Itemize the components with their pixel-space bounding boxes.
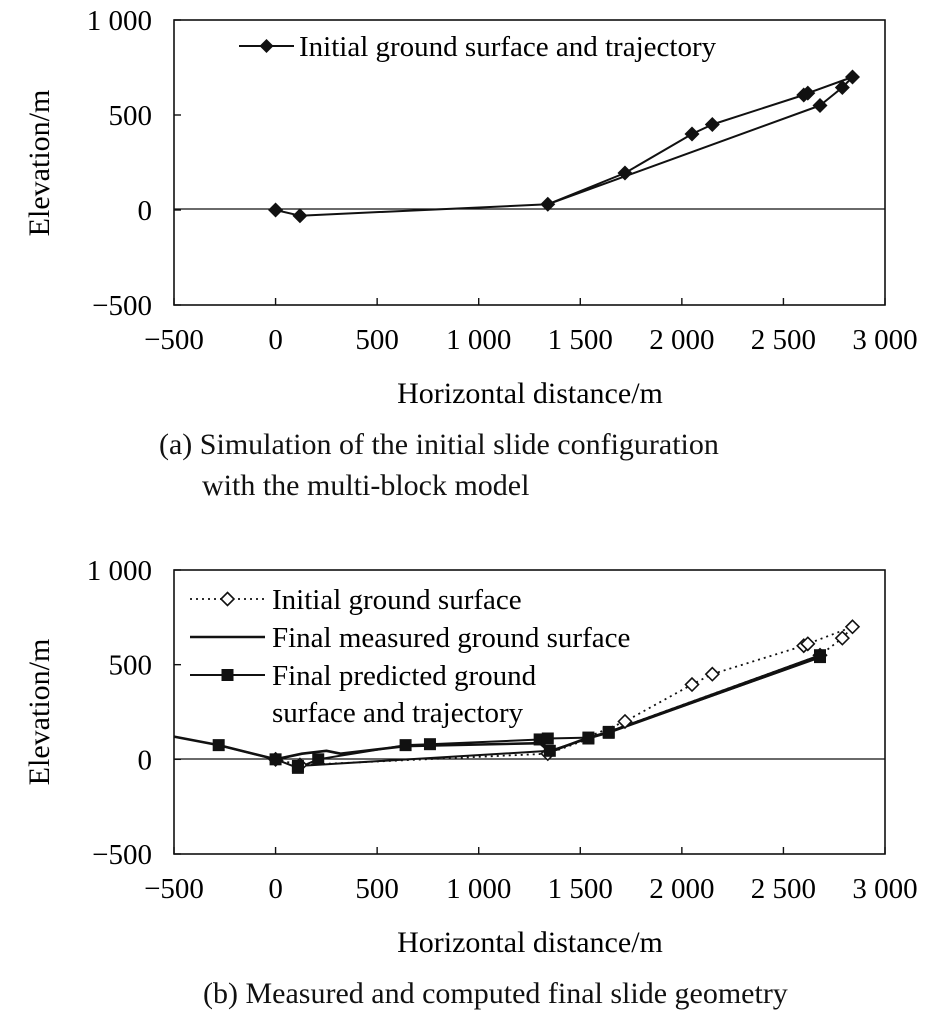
data-point-diamond bbox=[800, 85, 816, 101]
data-point-diamond bbox=[812, 98, 828, 113]
y-tick-label: −500 bbox=[92, 290, 152, 322]
x-tick-label: 1 000 bbox=[446, 324, 511, 356]
panel-a-chart: −500 0 500 1 000 −500 0 500 1 000 1 500 2 000 2 5… bbox=[23, 5, 918, 410]
panel-a-y-axis-title: Elevation/m bbox=[23, 90, 56, 237]
data-point-diamond bbox=[292, 208, 308, 224]
y-tick-label: 0 bbox=[138, 195, 153, 227]
data-point-hollow-diamond bbox=[704, 666, 720, 682]
panel-a-y-ticks: −500 0 500 1 000 bbox=[87, 5, 181, 322]
panel-a-x-axis-title: Horizontal distance/m bbox=[397, 377, 663, 410]
legend-label-final-predicted-line-2: surface and trajectory bbox=[272, 697, 524, 729]
data-point-square bbox=[602, 726, 615, 739]
data-point-square bbox=[543, 744, 556, 757]
data-point-hollow-diamond bbox=[844, 619, 861, 635]
legend-label-initial-ground-surface: Initial ground surface bbox=[272, 584, 522, 616]
legend-marker-filled-diamond bbox=[259, 39, 274, 53]
x-tick-label: −500 bbox=[144, 873, 204, 905]
data-point-hollow-diamond bbox=[684, 676, 700, 693]
legend-marker-filled-square bbox=[221, 669, 234, 681]
data-point-square bbox=[423, 738, 436, 751]
x-tick-label: 500 bbox=[355, 873, 399, 905]
panel-a-x-ticks: −500 0 500 1 000 1 500 2 000 2 500 3 000 bbox=[144, 298, 918, 356]
data-point-square bbox=[399, 739, 412, 752]
panel-a-legend: Initial ground surface and trajectory bbox=[239, 31, 717, 63]
data-point-square bbox=[291, 759, 304, 772]
data-point-square bbox=[582, 732, 595, 745]
data-point-square bbox=[541, 732, 554, 745]
panel-b-caption: (b) Measured and computed final slide ge… bbox=[203, 977, 788, 1010]
x-tick-label: 2 000 bbox=[649, 873, 714, 905]
data-point-square bbox=[813, 651, 826, 664]
data-point-square bbox=[312, 753, 325, 766]
panel-a-series bbox=[268, 69, 860, 224]
y-tick-label: 0 bbox=[138, 744, 153, 776]
y-tick-label: 500 bbox=[109, 650, 153, 682]
series-1-line bbox=[275, 76, 854, 217]
panel-b-x-axis-title: Horizontal distance/m bbox=[397, 926, 663, 959]
panel-b-x-ticks: −500 0 500 1 000 1 500 2 000 2 500 3 000 bbox=[144, 847, 918, 905]
data-point-diamond bbox=[268, 202, 284, 218]
x-tick-label: 1 500 bbox=[548, 873, 613, 905]
x-tick-label: 2 000 bbox=[649, 324, 714, 356]
data-point-diamond bbox=[704, 117, 720, 132]
panel-b-y-axis-title: Elevation/m bbox=[23, 639, 56, 786]
x-tick-label: 1 000 bbox=[446, 873, 511, 905]
data-point-diamond bbox=[834, 79, 850, 95]
panel-b-y-ticks: −500 0 500 1 000 bbox=[87, 555, 181, 871]
legend-label-final-measured-ground-surface: Final measured ground surface bbox=[272, 622, 630, 654]
y-tick-label: 1 000 bbox=[87, 5, 152, 37]
panel-b-plot-frame bbox=[173, 569, 886, 855]
legend-marker-hollow-diamond bbox=[219, 591, 236, 607]
data-point-square bbox=[269, 753, 282, 766]
data-point-diamond bbox=[844, 69, 860, 85]
panel-b-legend: Initial ground surface Final measured gr… bbox=[190, 584, 630, 729]
data-point-hollow-diamond bbox=[617, 713, 633, 730]
data-point-hollow-diamond bbox=[800, 636, 816, 652]
x-tick-label: 3 000 bbox=[852, 873, 917, 905]
x-tick-label: 500 bbox=[355, 324, 399, 356]
data-point-hollow-diamond bbox=[834, 630, 850, 646]
y-tick-label: 500 bbox=[109, 100, 153, 132]
data-point-diamond bbox=[540, 196, 556, 212]
y-tick-label: −500 bbox=[92, 839, 152, 871]
data-point-diamond bbox=[684, 126, 700, 142]
x-tick-label: −500 bbox=[144, 324, 204, 356]
x-tick-label: 3 000 bbox=[852, 324, 917, 356]
panel-b-chart: −500 0 500 1 000 −500 0 500 1 000 1 500 2 000 2 5… bbox=[23, 555, 918, 959]
data-point-square bbox=[212, 739, 225, 752]
x-tick-label: 2 500 bbox=[751, 873, 816, 905]
x-tick-label: 0 bbox=[268, 873, 283, 905]
data-point-diamond bbox=[617, 165, 633, 181]
panel-a-plot-frame bbox=[173, 19, 886, 306]
legend-label-final-predicted-line-1: Final predicted ground bbox=[272, 660, 537, 692]
panel-a-caption-line-2: with the multi-block model bbox=[202, 469, 530, 502]
panel-b-series bbox=[173, 619, 861, 774]
legend-label-initial-ground-surface-and-trajectory: Initial ground surface and trajectory bbox=[299, 31, 717, 63]
x-tick-label: 2 500 bbox=[751, 324, 816, 356]
x-tick-label: 1 500 bbox=[548, 324, 613, 356]
series-3-line bbox=[218, 654, 821, 769]
x-tick-label: 0 bbox=[268, 324, 283, 356]
panel-a-caption-line-1: (a) Simulation of the initial slide conf… bbox=[159, 428, 719, 461]
y-tick-label: 1 000 bbox=[87, 555, 152, 587]
